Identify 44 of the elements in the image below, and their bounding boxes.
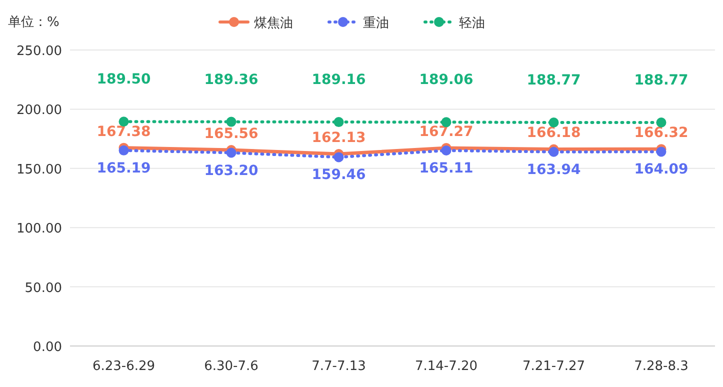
legend-label: 轻油 xyxy=(459,16,485,31)
point xyxy=(548,117,559,128)
data-label: 167.38 xyxy=(96,124,151,140)
data-label: 189.50 xyxy=(96,72,152,88)
y-tick-label: 50.00 xyxy=(24,280,62,296)
data-label: 189.16 xyxy=(312,72,366,88)
legend-label: 重油 xyxy=(363,16,389,31)
data-label: 163.20 xyxy=(204,162,259,179)
data-label: 162.13 xyxy=(312,130,366,146)
x-tick-label: 7.14-7.20 xyxy=(414,359,478,374)
data-label: 167.27 xyxy=(419,124,474,140)
x-tick-label: 6.30-7.6 xyxy=(204,359,258,374)
point xyxy=(226,148,236,158)
data-label: 163.94 xyxy=(526,162,582,178)
y-tick-label: 150.00 xyxy=(16,162,62,178)
y-tick-label: 200.00 xyxy=(16,103,62,118)
data-label: 189.36 xyxy=(204,72,258,88)
legend-label: 煤焦油 xyxy=(254,16,293,31)
data-label: 188.77 xyxy=(634,72,688,88)
point xyxy=(334,117,344,128)
data-label: 164.09 xyxy=(634,162,688,178)
y-tick-label: 100.00 xyxy=(16,222,62,237)
data-label: 188.77 xyxy=(526,72,581,88)
x-tick-label: 6.23-6.29 xyxy=(92,359,156,374)
data-label: 165.19 xyxy=(96,160,151,176)
data-label: 165.11 xyxy=(419,160,474,177)
x-tick-label: 7.28-8.3 xyxy=(634,359,688,374)
x-tick-label: 7.21-7.27 xyxy=(522,359,586,374)
data-label: 159.46 xyxy=(312,167,366,184)
data-label: 166.32 xyxy=(634,125,688,142)
data-label: 165.56 xyxy=(204,126,258,142)
point xyxy=(226,116,236,127)
y-tick-label: 0.00 xyxy=(33,340,62,355)
point xyxy=(548,146,559,157)
point xyxy=(334,152,344,162)
data-label: 166.18 xyxy=(526,125,581,142)
point xyxy=(656,146,666,157)
y-axis-title: 单位：% xyxy=(8,15,60,30)
y-tick-label: 250.00 xyxy=(16,44,62,59)
point xyxy=(118,145,129,156)
point xyxy=(441,146,452,156)
point xyxy=(656,117,666,128)
x-tick-label: 7.7-7.13 xyxy=(312,359,366,374)
data-label: 189.06 xyxy=(419,72,474,88)
